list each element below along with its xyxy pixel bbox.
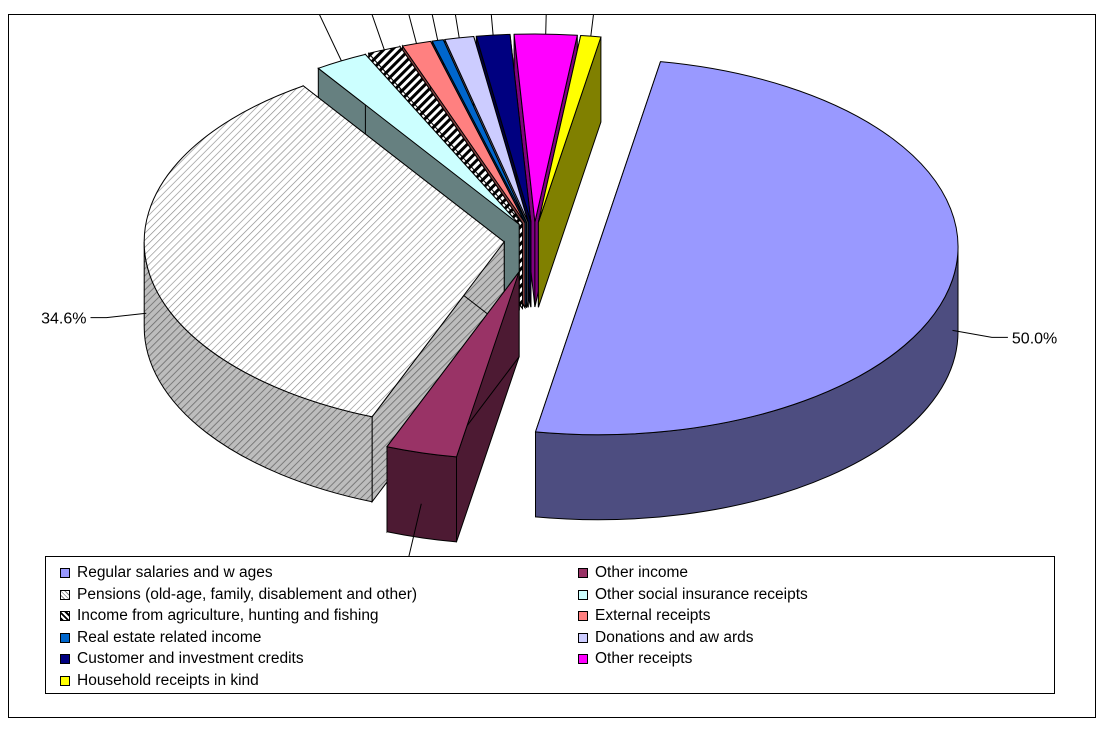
- slice-top: [143, 85, 505, 418]
- legend-label: Pensions (old-age, family, disablement a…: [77, 585, 418, 603]
- legend-swatch: [60, 611, 70, 621]
- legend-swatch: [60, 589, 70, 600]
- legend-item: Pensions (old-age, family, disablement a…: [60, 585, 417, 605]
- leader-line: [952, 329, 1008, 338]
- legend-item: Other income: [578, 563, 688, 583]
- leader-line: [590, 15, 594, 37]
- legend-swatch: [578, 589, 588, 600]
- legend-item: Regular salaries and w ages: [60, 563, 273, 583]
- legend-item: External receipts: [578, 606, 710, 626]
- legend-swatch: [60, 675, 70, 686]
- slice-top: [475, 33, 532, 223]
- legend-swatch: [60, 654, 70, 664]
- slice-other-income: [386, 270, 520, 543]
- slice-top: [444, 35, 529, 223]
- leader-line: [319, 15, 342, 62]
- legend-swatch: [578, 568, 588, 578]
- slice-household-receipts-in-kind: [537, 34, 602, 308]
- chart-frame: 50.0%3.2%34.6%2.4%1.5%1.3%0.5%1.3%1.5%2.…: [8, 14, 1096, 718]
- legend-item: Income from agriculture, hunting and fis…: [60, 606, 379, 626]
- slice-top: [534, 61, 959, 436]
- legend-item: Real estate related income: [60, 628, 261, 648]
- legend-label: Regular salaries and w ages: [77, 564, 273, 581]
- legend-label: Other income: [595, 564, 689, 581]
- legend-swatch: [60, 568, 70, 578]
- slice-regular-salaries-and-wages: [534, 61, 959, 521]
- legend-label: Household receipts in kind: [77, 671, 259, 689]
- leader-line: [490, 15, 494, 36]
- leader-line: [408, 15, 417, 44]
- leader-line: [431, 15, 439, 41]
- legend-label: Other social insurance receipts: [595, 585, 808, 603]
- legend-label: External receipts: [595, 607, 711, 624]
- legend-item: Other social insurance receipts: [578, 585, 808, 605]
- legend-item: Donations and aw ards: [578, 628, 754, 648]
- slice-top: [386, 271, 520, 458]
- legend-label: Donations and aw ards: [595, 628, 754, 646]
- data-label: 50.0%: [1012, 330, 1057, 347]
- legend-item: Other receipts: [578, 649, 692, 669]
- legend-swatch: [578, 654, 588, 664]
- legend-swatch: [578, 632, 588, 643]
- chart-legend: Regular salaries and w ages Other income P…: [45, 556, 1055, 694]
- leader-line: [90, 312, 147, 319]
- legend-label: Income from agriculture, hunting and fis…: [77, 607, 379, 624]
- legend-label: Customer and investment credits: [77, 650, 304, 667]
- slice-rim: [386, 446, 457, 543]
- legend-swatch: [60, 632, 70, 643]
- pie-chart: 50.0%3.2%34.6%2.4%1.5%1.3%0.5%1.3%1.5%2.…: [41, 15, 1057, 589]
- data-label: 34.6%: [41, 311, 86, 328]
- legend-label: Other receipts: [595, 650, 693, 667]
- slice-top: [513, 33, 578, 223]
- legend-label: Real estate related income: [77, 628, 262, 646]
- legend-item: Household receipts in kind: [60, 671, 259, 691]
- legend-item: Customer and investment credits: [60, 649, 304, 669]
- leader-line: [371, 15, 385, 50]
- leader-line: [545, 15, 547, 35]
- legend-swatch: [578, 611, 588, 621]
